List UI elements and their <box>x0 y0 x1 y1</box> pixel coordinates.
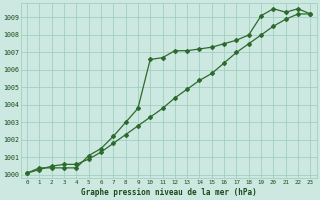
X-axis label: Graphe pression niveau de la mer (hPa): Graphe pression niveau de la mer (hPa) <box>81 188 257 197</box>
